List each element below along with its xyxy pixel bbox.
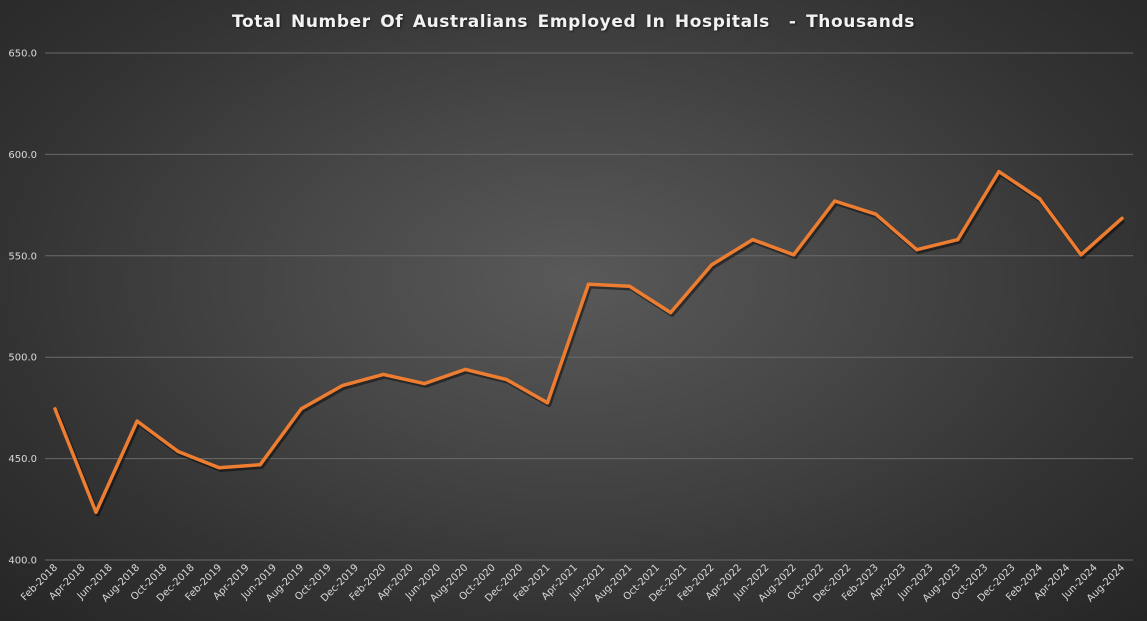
series-line [53, 169, 1124, 515]
y-tick-label: 550.0 [8, 251, 37, 262]
data-point [833, 199, 837, 203]
data-point [53, 407, 57, 411]
chart-title: Total Number Of Australians Employed In … [232, 12, 915, 32]
y-tick-label: 600.0 [8, 150, 37, 161]
data-point [217, 466, 221, 470]
data-point [258, 463, 262, 467]
data-point [710, 263, 714, 267]
data-point [381, 372, 385, 376]
data-point [463, 367, 467, 371]
data-point [956, 238, 960, 242]
data-point [627, 284, 632, 288]
y-tick-label: 500.0 [8, 353, 37, 364]
y-tick-label: 400.0 [8, 556, 37, 567]
data-point [299, 407, 303, 411]
data-point [669, 311, 673, 315]
data-point [1120, 216, 1124, 220]
data-point [504, 377, 508, 382]
data-point [915, 248, 919, 252]
data-point [94, 510, 98, 514]
data-point [1038, 197, 1042, 201]
y-tick-label: 450.0 [8, 454, 37, 465]
data-point [792, 253, 796, 257]
data-point [751, 238, 755, 242]
data-point [176, 449, 180, 454]
series-line-shadow [54, 171, 1125, 517]
data-point [874, 212, 878, 216]
y-tick-label: 650.0 [8, 49, 37, 60]
data-point [1079, 253, 1083, 257]
data-point [340, 384, 344, 388]
data-point [545, 401, 550, 405]
data-point [135, 419, 139, 423]
data-point [586, 282, 591, 286]
data-point [422, 382, 426, 386]
data-point [997, 170, 1001, 174]
